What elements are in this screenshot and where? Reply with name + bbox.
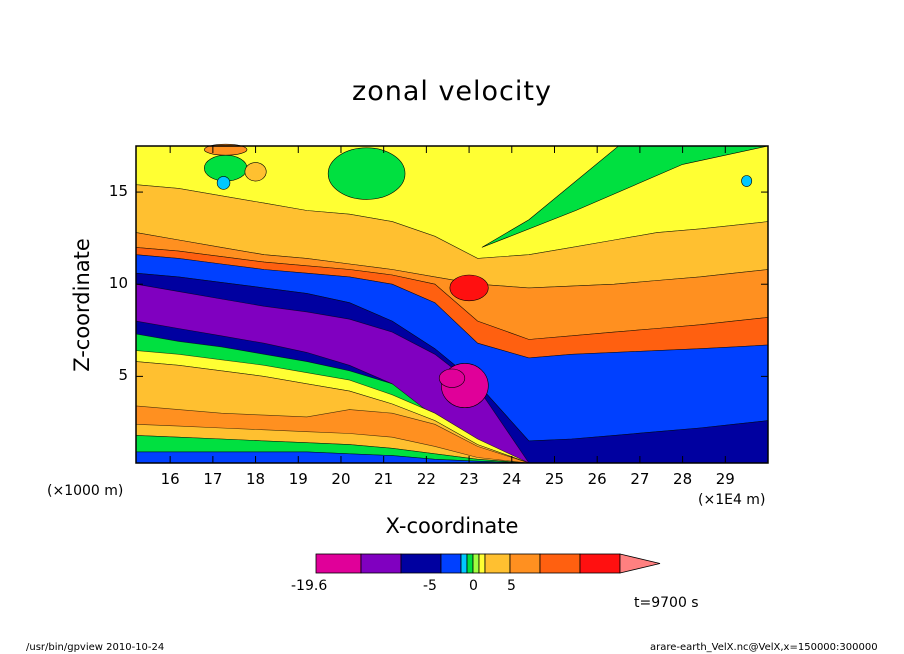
y-tick-label: 10 <box>108 274 128 293</box>
colorbar-swatch <box>460 553 468 574</box>
x-tick-label: 18 <box>246 470 266 488</box>
cyan-spot-2 <box>741 175 753 187</box>
x-tick-label: 17 <box>203 470 223 488</box>
cyan-spot-1 <box>216 176 231 190</box>
x-tick-label: 21 <box>374 470 394 488</box>
colorbar-swatch <box>400 553 442 574</box>
x-tick-label: 20 <box>331 470 351 488</box>
x-tick-label: 19 <box>288 470 308 488</box>
contour-features <box>204 143 769 409</box>
colorbar-tick-label: 0 <box>469 578 478 594</box>
axis-ticks <box>136 146 768 463</box>
x-tick-label: 24 <box>502 470 522 488</box>
colorbar-arrow <box>619 553 661 574</box>
x-tick-label: 27 <box>630 470 650 488</box>
colorbar-swatch <box>478 553 486 574</box>
colorbar-swatch <box>360 553 402 574</box>
colorbar-tick-label: -19.6 <box>291 578 328 594</box>
x-tick-label: 25 <box>544 470 565 488</box>
orange-spot <box>244 162 267 182</box>
x-axis-label: X-coordinate <box>385 514 519 538</box>
y-tick-label: 15 <box>108 182 128 201</box>
x-tick-label: 26 <box>587 470 607 488</box>
orange-top-feature <box>204 143 248 156</box>
x-tick-label: 23 <box>459 470 479 488</box>
red-max-feature <box>449 274 489 302</box>
colorbar-swatch <box>579 553 621 574</box>
colorbar <box>315 553 661 574</box>
colorbar-swatch <box>539 553 581 574</box>
colorbar-tick-label: 5 <box>507 578 516 594</box>
colorbar-swatch <box>472 553 480 574</box>
time-label: t=9700 s <box>634 595 699 611</box>
chart-title: zonal velocity <box>352 76 552 107</box>
colorbar-swatch <box>440 553 462 574</box>
colorbar-swatch <box>484 553 511 574</box>
colorbar-tick-label: -5 <box>423 578 437 594</box>
x-unit-label: (×1E4 m) <box>698 492 766 508</box>
magenta-min-feature-2 <box>438 368 466 388</box>
colorbar-swatch <box>315 553 362 574</box>
y-axis-label: Z-coordinate <box>70 238 94 372</box>
y-tick-label: 5 <box>118 366 128 385</box>
green-patch-2 <box>327 147 406 200</box>
x-tick-label: 22 <box>416 470 436 488</box>
y-unit-label: (×1000 m) <box>47 483 124 499</box>
x-tick-label: 28 <box>673 470 693 488</box>
colorbar-swatch <box>509 553 541 574</box>
x-tick-label: 29 <box>715 470 735 488</box>
footer-right: arare-earth_VelX.nc@VelX,x=150000:300000 <box>650 642 878 653</box>
contour-fills <box>135 145 769 464</box>
x-tick-label: 16 <box>160 470 180 488</box>
colorbar-swatch <box>466 553 474 574</box>
footer-left: /usr/bin/gpview 2010-10-24 <box>26 642 165 653</box>
plot-frame <box>135 145 769 464</box>
